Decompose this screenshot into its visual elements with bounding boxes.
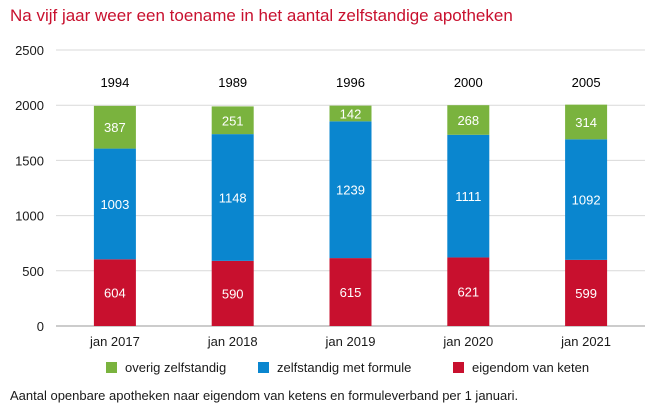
legend-label: eigendom van keten xyxy=(472,360,590,375)
total-label: 1994 xyxy=(100,75,129,90)
data-label: 1003 xyxy=(100,197,129,212)
y-tick-label: 2000 xyxy=(15,98,44,113)
data-label: 251 xyxy=(222,113,244,128)
data-label: 1239 xyxy=(336,183,365,198)
y-tick-label: 2500 xyxy=(15,43,44,58)
data-label: 387 xyxy=(104,120,126,135)
y-tick-label: 0 xyxy=(37,319,44,334)
bar-segment xyxy=(93,259,136,326)
data-label: 604 xyxy=(104,286,126,301)
data-label: 142 xyxy=(340,106,362,121)
legend-item-zelfstandig-met-formule: zelfstandig met formule xyxy=(258,360,411,375)
legend-item-overig-zelfstandig: overig zelfstandig xyxy=(106,360,226,375)
data-label: 1148 xyxy=(219,190,247,205)
bar-segment xyxy=(329,258,372,326)
chart-title: Na vijf jaar weer een toename in het aan… xyxy=(10,6,513,25)
total-label: 2005 xyxy=(572,75,601,90)
y-tick-label: 500 xyxy=(22,264,44,279)
bar-segment xyxy=(211,134,254,261)
x-tick-label: jan 2020 xyxy=(442,334,493,349)
legend-label: zelfstandig met formule xyxy=(277,360,412,375)
bar-segment xyxy=(447,257,490,326)
bar-segment xyxy=(565,139,608,260)
legend-swatch xyxy=(106,362,117,373)
y-tick-label: 1500 xyxy=(15,153,44,168)
bar-segment xyxy=(93,105,136,149)
data-label: 590 xyxy=(222,286,244,301)
chart-caption: Aantal openbare apotheken naar eigendom … xyxy=(10,388,519,403)
data-label: 268 xyxy=(457,113,479,128)
bar-segment xyxy=(565,259,608,326)
data-label: 621 xyxy=(457,285,479,300)
data-label: 1111 xyxy=(455,189,481,204)
bar-segment xyxy=(211,260,254,326)
bar-segment xyxy=(447,134,490,258)
bar-segment xyxy=(93,148,136,260)
total-label: 1989 xyxy=(218,75,247,90)
legend-item-eigendom-van-keten: eigendom van keten xyxy=(453,360,589,375)
x-tick-label: jan 2021 xyxy=(560,334,611,349)
bar-segment xyxy=(211,106,254,135)
legend-swatch xyxy=(453,362,464,373)
bar-segment xyxy=(565,104,608,140)
bar-segment xyxy=(329,121,372,259)
bar-segment xyxy=(447,105,490,135)
x-tick-label: jan 2017 xyxy=(89,334,140,349)
total-label: 2000 xyxy=(454,75,483,90)
data-label: 599 xyxy=(575,286,597,301)
data-label: 1092 xyxy=(572,193,601,208)
bar-segment xyxy=(329,105,372,122)
x-tick-label: jan 2019 xyxy=(325,334,376,349)
x-tick-label: jan 2018 xyxy=(207,334,258,349)
legend-label: overig zelfstandig xyxy=(125,360,227,375)
legend-swatch xyxy=(258,362,269,373)
data-label: 314 xyxy=(575,115,597,130)
y-tick-label: 1000 xyxy=(15,209,44,224)
data-label: 615 xyxy=(340,285,362,300)
stacked-bar-chart: 0 500 1000 1500 2000 2500 604 1003 387 1994 jan 20… xyxy=(15,43,645,349)
total-label: 1996 xyxy=(336,75,365,90)
